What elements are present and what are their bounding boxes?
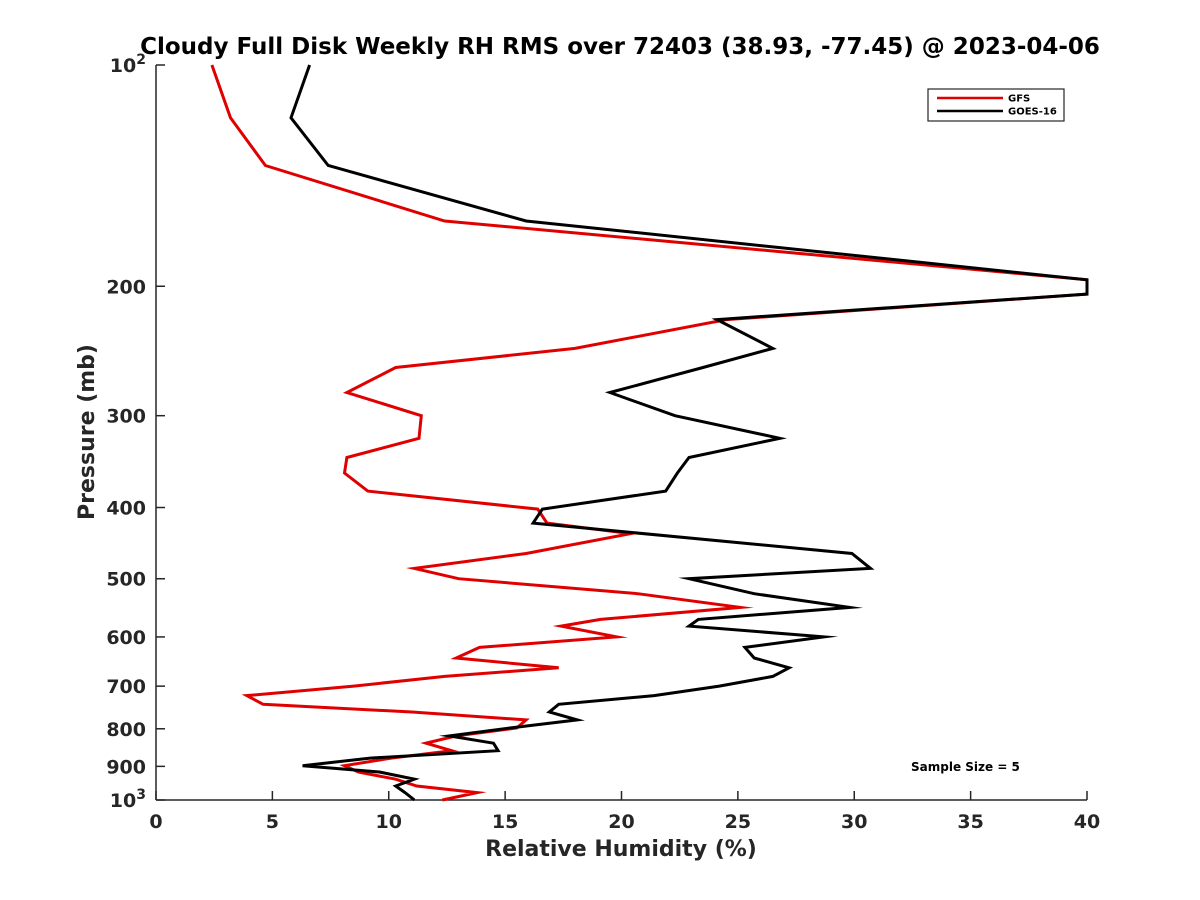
legend-label-goes16: GOES-16 [1008, 107, 1057, 118]
x-tick-label: 35 [957, 811, 983, 833]
chart-title: Cloudy Full Disk Weekly RH RMS over 7240… [140, 34, 1100, 60]
x-axis-label: Relative Humidity (%) [485, 837, 757, 862]
y-tick-label: 800 [106, 719, 146, 741]
series-layer [210, 64, 1089, 802]
series-line-goes16 [289, 64, 1089, 802]
series-line-gfs [210, 64, 1089, 802]
y-tick-label: 400 [106, 498, 146, 520]
x-tick-label: 5 [266, 811, 279, 833]
y-tick-label: 200 [106, 276, 146, 298]
y-tick-label: 103 [110, 787, 146, 812]
x-tick-label: 0 [149, 811, 162, 833]
ticks-layer: 0 5 10 15 20 25 30 35 40 102 200 300 400 500 600 700 800… [106, 52, 1100, 833]
x-tick-label: 40 [1074, 811, 1100, 833]
plot-area: 0 5 10 15 20 25 30 35 40 102 200 300 400 500 600 700 800… [106, 52, 1100, 833]
y-axis-label: Pressure (mb) [75, 344, 100, 520]
y-tick-label: 700 [106, 676, 146, 698]
x-tick-label: 25 [725, 811, 751, 833]
x-tick-label: 20 [608, 811, 634, 833]
legend-box [927, 88, 1065, 122]
x-tick-label: 15 [492, 811, 518, 833]
y-tick-label: 102 [110, 52, 146, 77]
y-tick-label: 300 [106, 406, 146, 428]
legend: GFS GOES-16 [927, 88, 1065, 122]
y-tick-label: 500 [106, 569, 146, 591]
sample-size-annotation: Sample Size = 5 [911, 760, 1020, 774]
x-tick-label: 30 [841, 811, 867, 833]
y-tick-label: 900 [106, 756, 146, 778]
x-tick-label: 10 [376, 811, 402, 833]
legend-label-gfs: GFS [1008, 94, 1030, 105]
y-tick-label: 600 [106, 627, 146, 649]
